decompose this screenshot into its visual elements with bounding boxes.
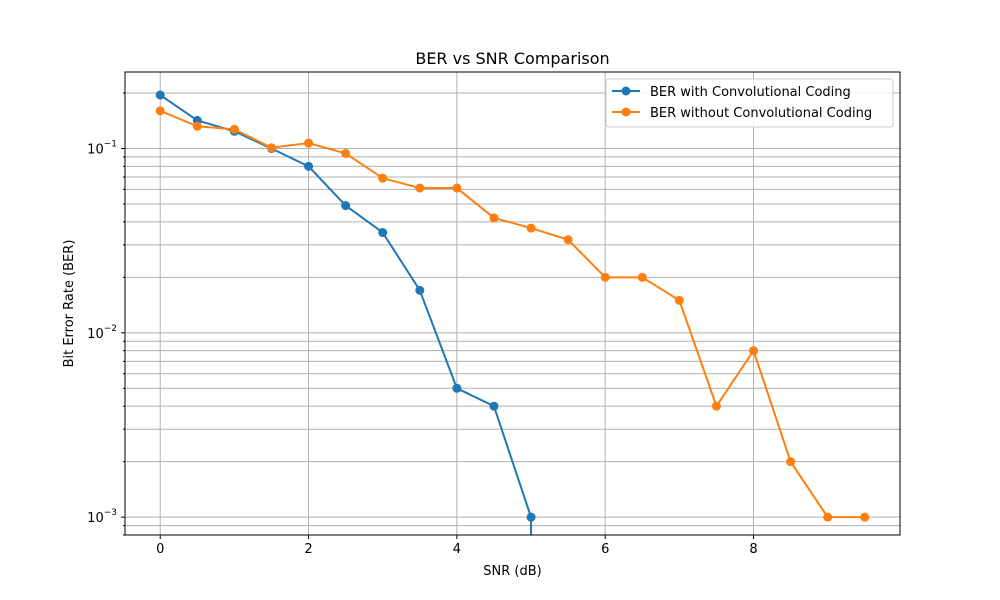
series-line-2 — [159, 109, 865, 519]
legend-label-2: BER without Convolutional Coding — [650, 106, 872, 121]
legend-box — [605, 78, 894, 128]
data-point-series-1 — [304, 161, 314, 171]
data-point-series-2 — [415, 183, 425, 193]
data-point-series-2 — [155, 106, 165, 116]
legend: BER with Convolutional Coding BER without… — [605, 78, 894, 128]
x-tick-label: 2 — [304, 542, 312, 557]
data-point-series-1 — [378, 228, 388, 238]
data-point-series-2 — [452, 183, 462, 193]
data-point-series-1 — [452, 383, 462, 393]
x-tick-label: 0 — [156, 542, 164, 557]
data-point-series-1 — [526, 512, 536, 522]
data-point-series-2 — [637, 272, 647, 282]
plot-area-frame — [124, 71, 901, 536]
data-point-series-2 — [229, 124, 239, 134]
x-tick-label: 8 — [749, 542, 757, 557]
data-point-series-2 — [341, 148, 351, 158]
y-tick-label: 10−3 — [87, 508, 117, 526]
series-layer — [155, 90, 870, 535]
y-tick-label: 10−2 — [87, 324, 117, 342]
data-point-series-2 — [526, 223, 536, 233]
y-tick-label-base: 10 — [87, 327, 104, 342]
chart-title: BER vs SNR Comparison — [415, 49, 609, 68]
y-tick-label: 10−1 — [87, 139, 117, 157]
data-point-series-2 — [192, 121, 202, 131]
x-tick-label: 4 — [453, 542, 461, 557]
x-axis-label: SNR (dB) — [483, 564, 541, 579]
y-tick-label-exponent: −1 — [104, 139, 117, 149]
data-point-series-2 — [304, 138, 314, 148]
data-point-series-1 — [415, 285, 425, 295]
y-tick-label-base: 10 — [87, 142, 104, 157]
y-tick-label-exponent: −2 — [104, 324, 117, 334]
data-point-series-2 — [378, 173, 388, 183]
data-point-series-2 — [674, 295, 684, 305]
legend-label-1: BER with Convolutional Coding — [650, 85, 851, 100]
legend-marker-1 — [621, 86, 631, 96]
x-tick-label: 6 — [601, 542, 609, 557]
legend-marker-2 — [621, 107, 631, 117]
tick-layer: 0 2 4 6 810−310−210−1 — [87, 92, 758, 557]
data-point-series-1 — [341, 201, 351, 211]
data-point-series-2 — [711, 401, 721, 411]
data-point-series-2 — [600, 272, 610, 282]
data-point-series-2 — [266, 143, 276, 153]
data-point-series-2 — [860, 512, 870, 522]
y-tick-label-exponent: −3 — [104, 508, 117, 518]
data-point-series-1 — [489, 401, 499, 411]
data-point-series-2 — [489, 213, 499, 223]
data-point-series-2 — [786, 457, 796, 467]
data-point-series-2 — [749, 346, 759, 356]
data-point-series-2 — [823, 512, 833, 522]
y-axis-label: Bit Error Rate (BER) — [62, 240, 77, 368]
y-tick-label-base: 10 — [87, 511, 104, 526]
data-point-series-1 — [155, 90, 165, 100]
data-point-series-2 — [563, 235, 573, 245]
